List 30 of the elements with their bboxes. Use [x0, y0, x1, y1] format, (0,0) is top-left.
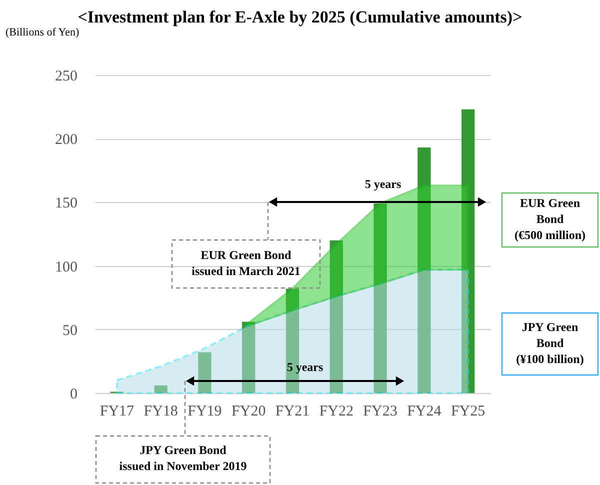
x-tick-label: FY17 [100, 404, 135, 420]
y-tick-label: 0 [70, 386, 78, 402]
x-tick-label: FY22 [319, 404, 354, 420]
bar [154, 385, 168, 393]
annotation: EUR Green Bond issued in March 2021 [192, 248, 300, 278]
bar [418, 148, 431, 393]
text: JPY Green Bond (¥100 billion) [516, 320, 584, 366]
y-tick-label: 250 [55, 68, 78, 84]
bar [242, 322, 256, 393]
text: EUR Green Bond (€500 million) [514, 196, 586, 242]
x-tick-label: FY19 [188, 404, 222, 420]
bar [198, 352, 212, 393]
annotation: 5 years [364, 177, 402, 191]
x-tick-label: FY23 [363, 404, 398, 420]
chart-title: <Investment plan for E-Axle by 2025 (Cumulative amounts)> [78, 8, 522, 26]
annotation: 5 years [286, 360, 324, 374]
x-tick-label: FY18 [144, 404, 178, 420]
y-tick-label: 150 [55, 196, 78, 212]
y-axis-title: (Billions of Yen) [6, 26, 80, 38]
bar [461, 109, 475, 393]
text: JPY Green Bond issued in November 2019 [119, 443, 247, 473]
bar [374, 203, 387, 393]
x-tick-label: FY21 [275, 404, 310, 420]
x-tick-label: FY24 [407, 404, 442, 420]
y-tick-label: 100 [55, 259, 78, 276]
bar [330, 240, 343, 393]
y-tick-label: 200 [55, 132, 78, 148]
y-tick-label: 50 [62, 322, 78, 339]
x-tick-label: FY20 [232, 404, 266, 420]
x-tick-label: FY25 [450, 404, 486, 420]
